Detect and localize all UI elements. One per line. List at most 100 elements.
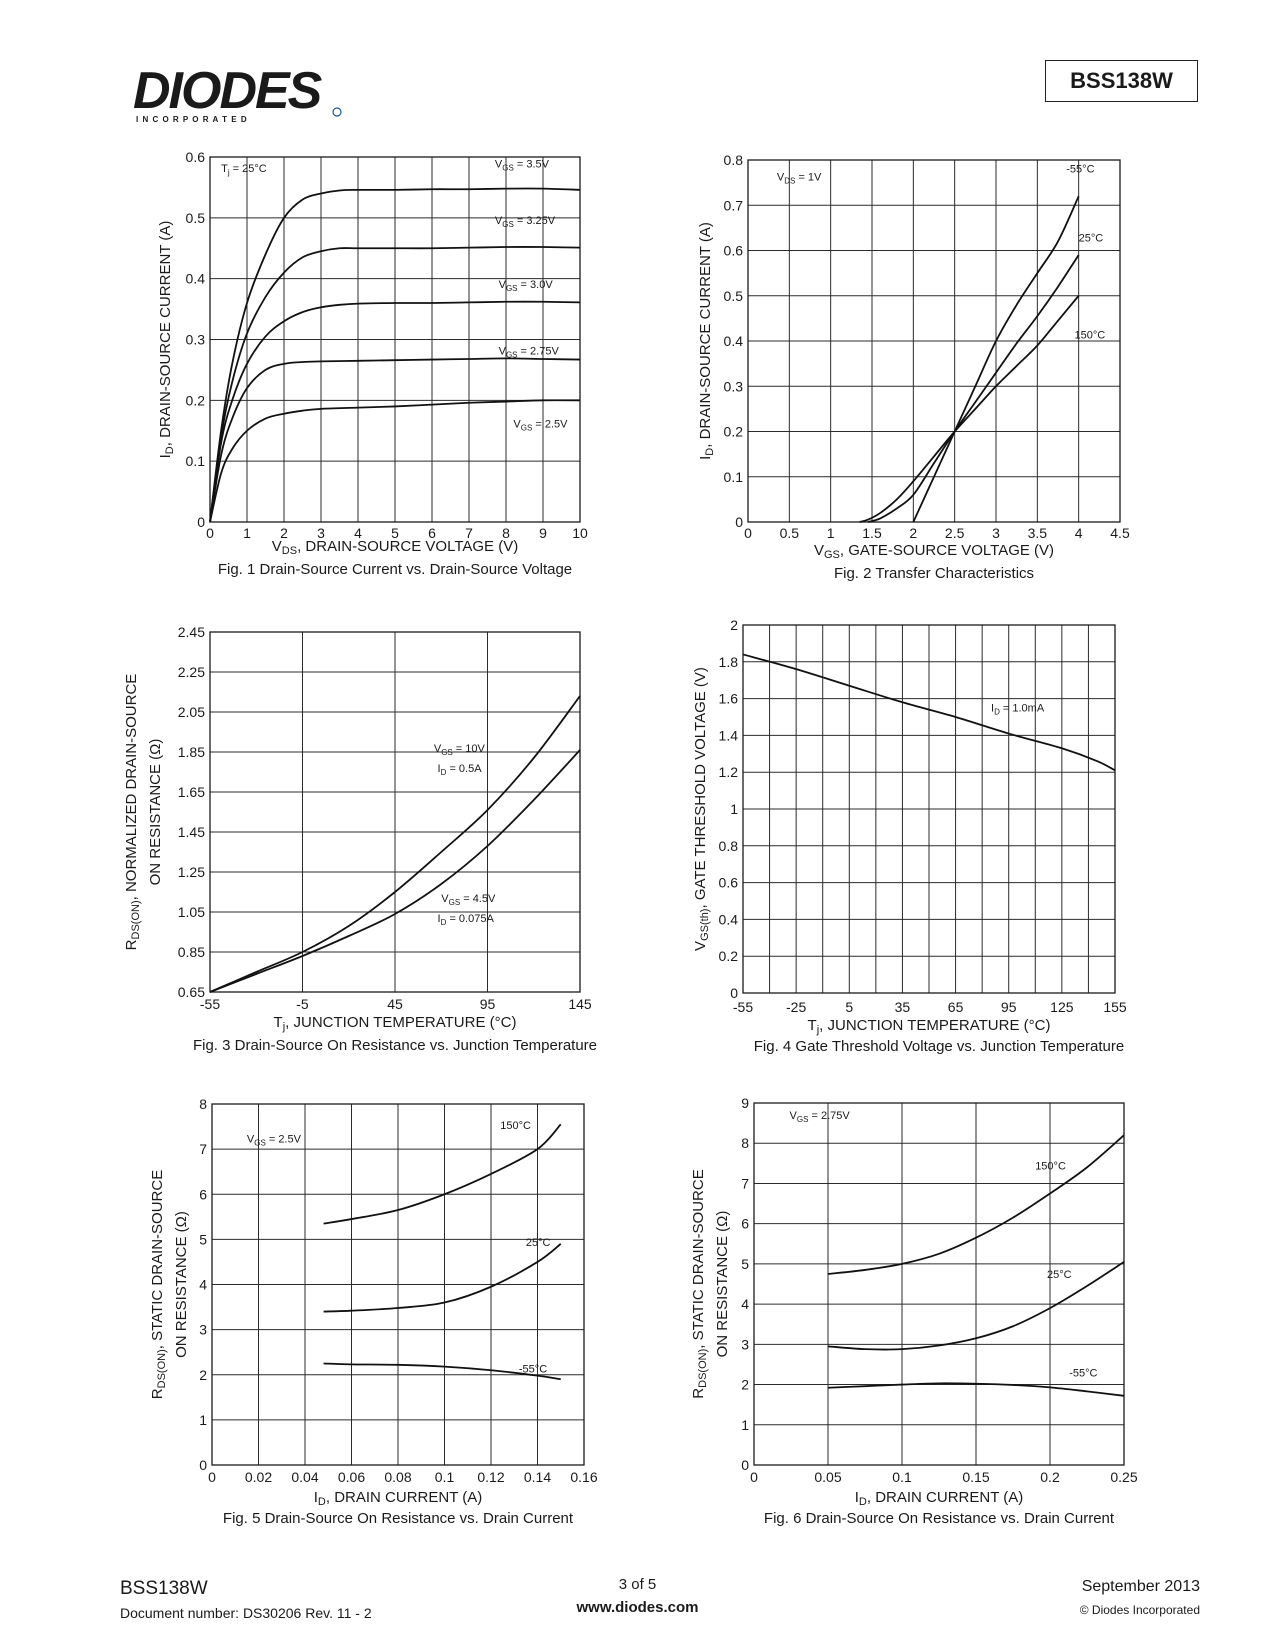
fig4-xtick-label: -55: [733, 999, 753, 1015]
fig2-ytick-label: 0.3: [724, 378, 744, 394]
fig2-ytick-label: 0.6: [724, 243, 744, 259]
fig2-series-0: [912, 195, 1080, 523]
fig6-ytick-label: 4: [741, 1296, 749, 1312]
fig3-annotation: ID​ = 0.5A: [438, 763, 483, 777]
fig3-ytick-label: 2.25: [178, 664, 205, 680]
fig3-annotation: VGS​ = 10V: [434, 743, 486, 757]
fig4-ylabel: VGS(th)​, GATE THRESHOLD VOLTAGE (V): [692, 667, 711, 951]
fig6-xtick-label: 0.15: [962, 1469, 989, 1485]
fig5-xtick-label: 0.06: [338, 1469, 365, 1485]
fig3-xlabel: Tj​, JUNCTION TEMPERATURE (°C): [274, 1014, 517, 1033]
fig5-ylabel: RDS(ON)​, STATIC DRAIN-SOURCE: [149, 1170, 168, 1399]
fig3-ytick-label: 1.05: [178, 904, 205, 920]
fig1-plot-frame: [209, 156, 581, 523]
fig1-xtick-label: 10: [572, 525, 588, 541]
fig4-ytick-label: 1.8: [719, 654, 739, 670]
fig5-annotation: 150°C: [500, 1120, 531, 1132]
fig4-annotation: ID​ = 1.0mA: [991, 702, 1045, 716]
fig2-xtick-label: 1.5: [862, 525, 882, 541]
fig1-chart: 0 1 2 3 4 5 6 7 8 9 10 0 0.1 0.2 0.3 0.4 0.5 0.6 Tj​ = 25°…: [157, 149, 588, 578]
fig2-ytick-label: 0.8: [724, 152, 744, 168]
fig2-xtick-label: 3: [992, 525, 1000, 541]
registered-icon: [332, 107, 342, 117]
fig5-xtick-label: 0.08: [384, 1469, 411, 1485]
fig2-series-2: [859, 295, 1080, 523]
fig4-xtick-label: 125: [1050, 999, 1074, 1015]
fig2-chart: 0 0.5 1 1.5 2 2.5 3 3.5 4 4.5 0 0.1 0.2 0.3 0.4 0.5 0.6 0…: [697, 152, 1130, 582]
fig1-xtick-label: 0: [206, 525, 214, 541]
fig5-ytick-label: 4: [199, 1277, 207, 1293]
fig6-ytick-label: 3: [741, 1336, 749, 1352]
fig5-xtick-label: 0.02: [245, 1469, 272, 1485]
fig6-ytick-label: 6: [741, 1216, 749, 1232]
fig5-ylabel-line2: ON RESISTANCE (Ω): [173, 1211, 190, 1358]
fig1-series-2: [209, 300, 581, 523]
fig3-ytick-label: 1.45: [178, 824, 205, 840]
fig1-xtick-label: 1: [243, 525, 251, 541]
fig3-title: Fig. 3 Drain-Source On Resistance vs. Ju…: [193, 1037, 597, 1054]
fig6-xtick-label: 0: [750, 1469, 758, 1485]
footer-website: www.diodes.com: [576, 1599, 699, 1616]
fig5-series-1: [323, 1243, 562, 1313]
footer-part-number: BSS138W: [120, 1578, 208, 1599]
fig3-ytick-label: 1.25: [178, 864, 205, 880]
fig1-ytick-label: 0.1: [186, 453, 206, 469]
fig4-xtick-label: 65: [948, 999, 964, 1015]
fig1-series-0: [209, 187, 581, 523]
fig1-annotation: Tj​ = 25°C: [221, 163, 267, 177]
fig6-ytick-label: 9: [741, 1095, 749, 1111]
fig2-ytick-label: 0.2: [724, 424, 744, 440]
fig2-title: Fig. 2 Transfer Characteristics: [834, 565, 1034, 582]
fig3-plot-frame: [209, 631, 581, 993]
fig1-xtick-label: 3: [317, 525, 325, 541]
fig5-xtick-label: 0.04: [291, 1469, 318, 1485]
fig4-series-0: [742, 653, 1116, 772]
fig6-ytick-label: 5: [741, 1256, 749, 1272]
fig1-xtick-label: 6: [428, 525, 436, 541]
fig5-annotation: -55°C: [519, 1363, 547, 1375]
fig6-xlabel: ID​, DRAIN CURRENT (A): [855, 1489, 1024, 1508]
fig1-annotation: VGS​ = 3.0V: [499, 279, 554, 293]
footer-document-number: Document number: DS30206 Rev. 11 - 2: [120, 1605, 372, 1621]
fig4-ytick-label: 0.4: [719, 911, 739, 927]
fig4-xtick-label: 5: [845, 999, 853, 1015]
fig1-ytick-label: 0.3: [186, 332, 206, 348]
fig5-ytick-label: 0: [199, 1457, 207, 1473]
fig2-annotation: VDS​ = 1V: [777, 171, 822, 185]
fig6-plot-frame: [753, 1102, 1125, 1466]
fig3-annotation: ID​ = 0.075A: [438, 913, 495, 927]
fig4-ytick-label: 2: [730, 617, 738, 633]
fig4-xtick-label: 35: [895, 999, 911, 1015]
fig2-ytick-label: 0.5: [724, 288, 744, 304]
fig1-xlabel: VDS​, DRAIN-SOURCE VOLTAGE (V): [272, 538, 518, 557]
fig3-xtick-label: -55: [200, 996, 220, 1012]
fig6-xtick-label: 0.2: [1040, 1469, 1060, 1485]
fig6-ylabel: RDS(ON)​, STATIC DRAIN-SOURCE: [690, 1169, 709, 1398]
fig4-ytick-label: 0.2: [719, 948, 739, 964]
fig5-annotation: VGS​ = 2.5V: [247, 1133, 302, 1147]
fig2-plot-frame: [747, 159, 1121, 523]
fig4-ytick-label: 1.4: [719, 727, 739, 743]
fig2-xtick-label: 2.5: [945, 525, 965, 541]
fig4-ytick-label: 1.2: [719, 764, 739, 780]
fig3-series-0: [209, 695, 581, 993]
fig4-ytick-label: 1.6: [719, 691, 739, 707]
fig2-xlabel: VGS​, GATE-SOURCE VOLTAGE (V): [814, 542, 1054, 561]
fig1-xtick-label: 9: [539, 525, 547, 541]
fig5-xtick-label: 0.12: [477, 1469, 504, 1485]
fig5-series-0: [323, 1123, 562, 1225]
fig3-ylabel: RDS(ON)​, NORMALIZED DRAIN-SOURCE: [123, 674, 142, 951]
fig3-chart: -55 -5 45 95 145 0.65 0.85 1.05 1.25 1.45 1.65 1.85…: [123, 624, 597, 1054]
fig5-xtick-label: 0: [208, 1469, 216, 1485]
fig5-series-2: [323, 1362, 561, 1381]
fig2-ytick-label: 0.4: [724, 333, 744, 349]
fig6-ytick-label: 0: [741, 1457, 749, 1473]
footer-date: September 2013: [1081, 1578, 1200, 1595]
fig6-title: Fig. 6 Drain-Source On Resistance vs. Dr…: [764, 1510, 1115, 1527]
fig6-series-0: [827, 1134, 1125, 1275]
fig6-annotation: -55°C: [1069, 1368, 1097, 1380]
fig4-plot-frame: [742, 624, 1116, 994]
fig2-annotation: 150°C: [1075, 330, 1106, 342]
fig4-chart: -55 -25 5 35 65 95 125 155 0 0.2 0.4 0.6 0.8 1 1.2 1.4 1…: [692, 617, 1127, 1055]
